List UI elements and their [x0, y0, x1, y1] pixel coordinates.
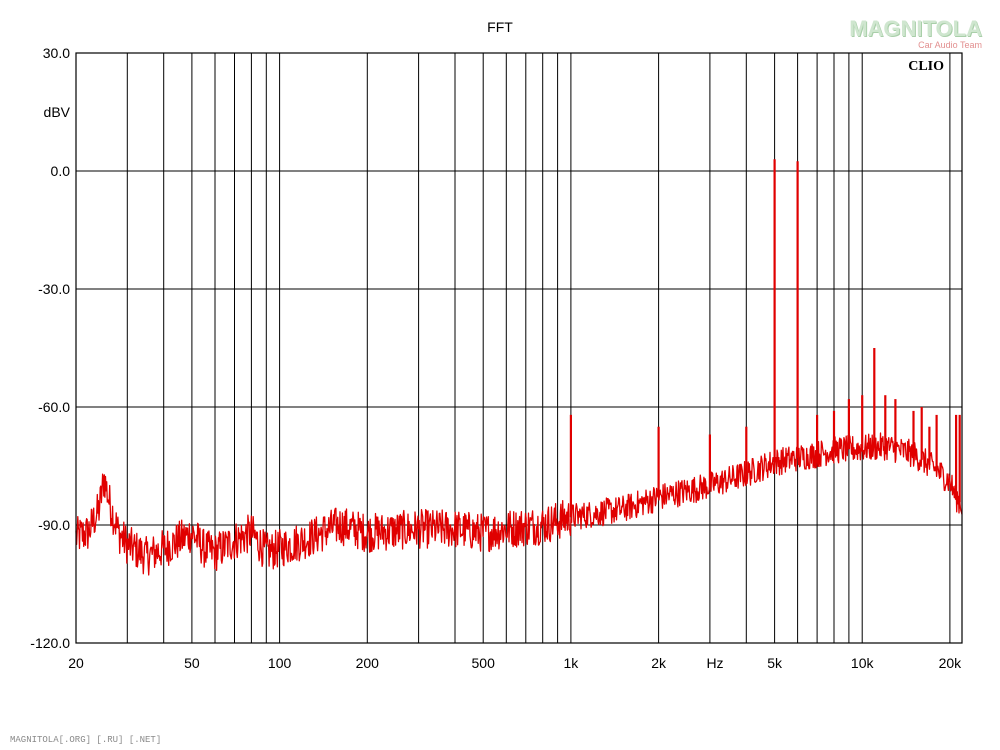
x-tick-label: 20 [68, 655, 84, 671]
x-tick-label: 500 [472, 655, 496, 671]
y-tick-label: -90.0 [38, 517, 70, 533]
clio-badge: CLIO [908, 59, 944, 74]
y-tick-label: -120.0 [30, 635, 70, 651]
x-tick-label: 1k [564, 655, 580, 671]
y-tick-label: 30.0 [43, 45, 70, 61]
x-axis-label: Hz [706, 655, 723, 671]
series [75, 159, 963, 576]
magnitola-logo: MAGNITOLA Car Audio Team [849, 16, 982, 51]
y-tick-label: -60.0 [38, 399, 70, 415]
logo-brand: MAGNITOLA [849, 16, 982, 41]
x-tick-label: 20k [939, 655, 963, 671]
grid [76, 52, 962, 644]
y-axis-label: dBV [44, 104, 71, 120]
x-tick-label: 2k [651, 655, 667, 671]
y-tick-label: -30.0 [38, 281, 70, 297]
x-tick-label: 10k [851, 655, 875, 671]
x-axis-ticks: 20 50 100 200 500 1k 2k 5k 10k 20k [68, 655, 962, 671]
x-tick-label: 100 [268, 655, 292, 671]
plot-area [76, 53, 962, 643]
x-tick-label: 5k [767, 655, 783, 671]
chart-title: FFT [487, 19, 513, 35]
y-axis-ticks: 30.0 0.0 -30.0 -60.0 -90.0 -120.0 [30, 45, 70, 651]
plot-frame [75, 52, 963, 644]
series-noise-line [75, 432, 963, 576]
x-tick-label: 200 [356, 655, 380, 671]
x-tick-label: 50 [184, 655, 200, 671]
footer-watermark: MAGNITOLA[.ORG] [.RU] [.NET] [10, 735, 162, 745]
logo-subtitle: Car Audio Team [918, 40, 982, 50]
y-tick-label: 0.0 [51, 163, 71, 179]
